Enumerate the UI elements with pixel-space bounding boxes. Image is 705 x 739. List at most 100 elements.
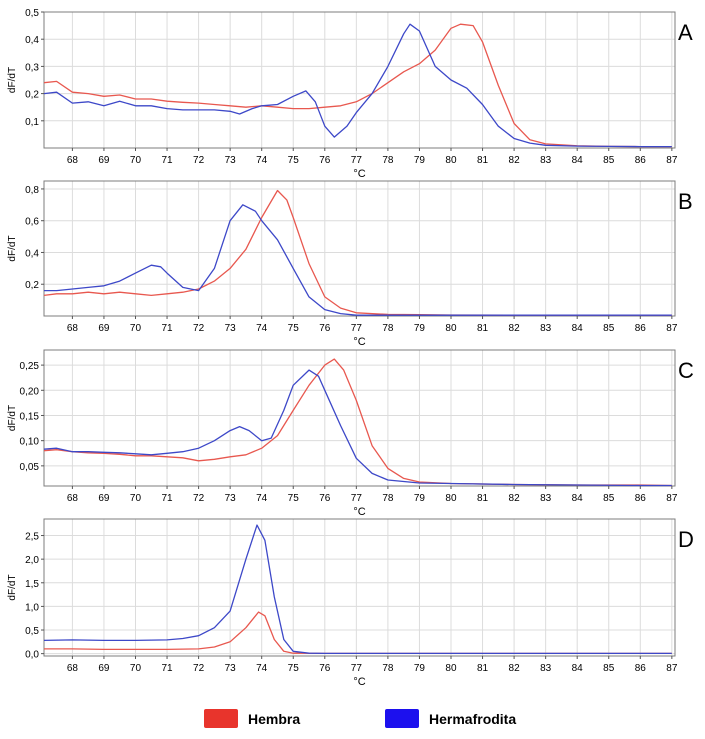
x-tick-label: 86: [635, 493, 647, 504]
x-tick-label: 80: [445, 493, 457, 504]
panel-label: B: [678, 189, 693, 214]
panel-label: A: [678, 20, 693, 45]
x-tick-label: 69: [98, 323, 110, 334]
y-tick-label: 2,0: [25, 555, 39, 566]
x-tick-label: 69: [98, 663, 110, 674]
x-tick-label: 70: [130, 493, 142, 504]
x-tick-label: 85: [603, 323, 615, 334]
x-axis-title: °C: [353, 336, 365, 348]
legend-swatch-hermafrodita: [385, 709, 419, 728]
panel-d: 68 69 70 71 72 73 74 75 76 77 78 79 80 81 82 83 84 85 86 87…: [7, 518, 694, 688]
x-tick-label: 82: [509, 493, 521, 504]
x-tick-label: 73: [225, 493, 237, 504]
y-tick-label: 0,05: [20, 462, 40, 473]
x-tick-label: 70: [130, 663, 142, 674]
x-tick-label: 77: [351, 493, 363, 504]
plot-frame: [43, 11, 676, 149]
x-tick-label: 87: [666, 323, 678, 334]
x-tick-label: 74: [256, 663, 268, 674]
y-axis-title: dF/dT: [7, 235, 18, 261]
x-tick-label: 72: [193, 493, 205, 504]
x-tick-label: 82: [509, 323, 521, 334]
panel-b: 68 69 70 71 72 73 74 75 76 77 78 79 80 81 82 83 84 85 86 87…: [7, 180, 693, 348]
x-tick-label: 86: [635, 155, 647, 166]
x-tick-label: 85: [603, 493, 615, 504]
x-tick-label: 75: [288, 323, 300, 334]
y-tick-label: 0,8: [25, 185, 39, 196]
x-tick-label: 82: [509, 663, 521, 674]
series-line-hembra: [43, 189, 672, 316]
y-tick-label: 0,4: [25, 35, 39, 46]
x-tick-label: 75: [288, 155, 300, 166]
x-tick-label: 71: [161, 323, 173, 334]
plot-frame: [43, 180, 676, 317]
x-tick-label: 76: [319, 323, 331, 334]
x-tick-label: 71: [161, 493, 173, 504]
y-tick-label: 0,5: [25, 8, 39, 19]
x-tick-label: 76: [319, 493, 331, 504]
x-tick-label: 81: [477, 493, 489, 504]
x-tick-label: 80: [445, 155, 457, 166]
x-tick-label: 83: [540, 493, 552, 504]
x-tick-label: 84: [572, 323, 584, 334]
x-tick-label: 80: [445, 663, 457, 674]
x-tick-label: 81: [477, 155, 489, 166]
y-tick-label: 0,5: [25, 626, 39, 637]
panel-label: D: [678, 527, 694, 552]
x-tick-label: 79: [414, 323, 426, 334]
x-tick-label: 82: [509, 155, 521, 166]
y-axis-title: dF/dT: [7, 405, 18, 431]
x-tick-label: 71: [161, 155, 173, 166]
legend: Hembra Hermafrodita: [204, 709, 516, 728]
y-tick-label: 0,4: [25, 248, 39, 259]
series-line-hermafrodita: [43, 369, 672, 487]
y-tick-label: 0,20: [20, 386, 40, 397]
x-tick-label: 77: [351, 663, 363, 674]
x-tick-label: 83: [540, 155, 552, 166]
series-line-hembra: [43, 358, 672, 487]
x-tick-label: 71: [161, 663, 173, 674]
panel-label: C: [678, 358, 694, 383]
x-tick-label: 81: [477, 663, 489, 674]
x-tick-label: 70: [130, 155, 142, 166]
y-tick-label: 0,10: [20, 437, 40, 448]
x-tick-label: 83: [540, 663, 552, 674]
legend-swatch-hembra: [204, 709, 238, 728]
x-tick-label: 72: [193, 663, 205, 674]
x-tick-label: 83: [540, 323, 552, 334]
panel-c: 68 69 70 71 72 73 74 75 76 77 78 79 80 81 82 83 84 85 86 87…: [7, 349, 694, 518]
x-axis-title: °C: [353, 168, 365, 180]
x-tick-label: 84: [572, 493, 584, 504]
x-tick-label: 74: [256, 493, 268, 504]
x-tick-label: 79: [414, 155, 426, 166]
x-tick-label: 79: [414, 493, 426, 504]
x-tick-label: 84: [572, 663, 584, 674]
y-tick-label: 1,0: [25, 602, 39, 613]
y-axis-title: dF/dT: [7, 67, 18, 93]
y-tick-label: 0,15: [20, 411, 40, 422]
x-tick-label: 75: [288, 493, 300, 504]
x-tick-label: 78: [382, 493, 394, 504]
plot-frame: [43, 349, 676, 487]
y-tick-label: 2,5: [25, 532, 39, 543]
x-tick-label: 73: [225, 323, 237, 334]
series-line-hermafrodita: [43, 524, 672, 655]
series-line-hermafrodita: [43, 23, 672, 148]
x-tick-label: 68: [67, 323, 79, 334]
x-tick-label: 86: [635, 663, 647, 674]
x-tick-label: 78: [382, 155, 394, 166]
panel-a: 68 69 70 71 72 73 74 75 76 77 78 79 80 81 82 83 84 85 86 87…: [7, 8, 693, 180]
x-tick-label: 77: [351, 323, 363, 334]
x-tick-label: 73: [225, 663, 237, 674]
x-tick-label: 72: [193, 323, 205, 334]
x-tick-label: 87: [666, 155, 678, 166]
series-line-hermafrodita: [44, 204, 672, 316]
x-tick-label: 69: [98, 155, 110, 166]
y-tick-label: 0,1: [25, 117, 39, 128]
x-tick-label: 76: [319, 155, 331, 166]
x-tick-label: 78: [382, 323, 394, 334]
legend-label-hembra: Hembra: [248, 711, 300, 727]
x-tick-label: 72: [193, 155, 205, 166]
x-tick-label: 68: [67, 493, 79, 504]
